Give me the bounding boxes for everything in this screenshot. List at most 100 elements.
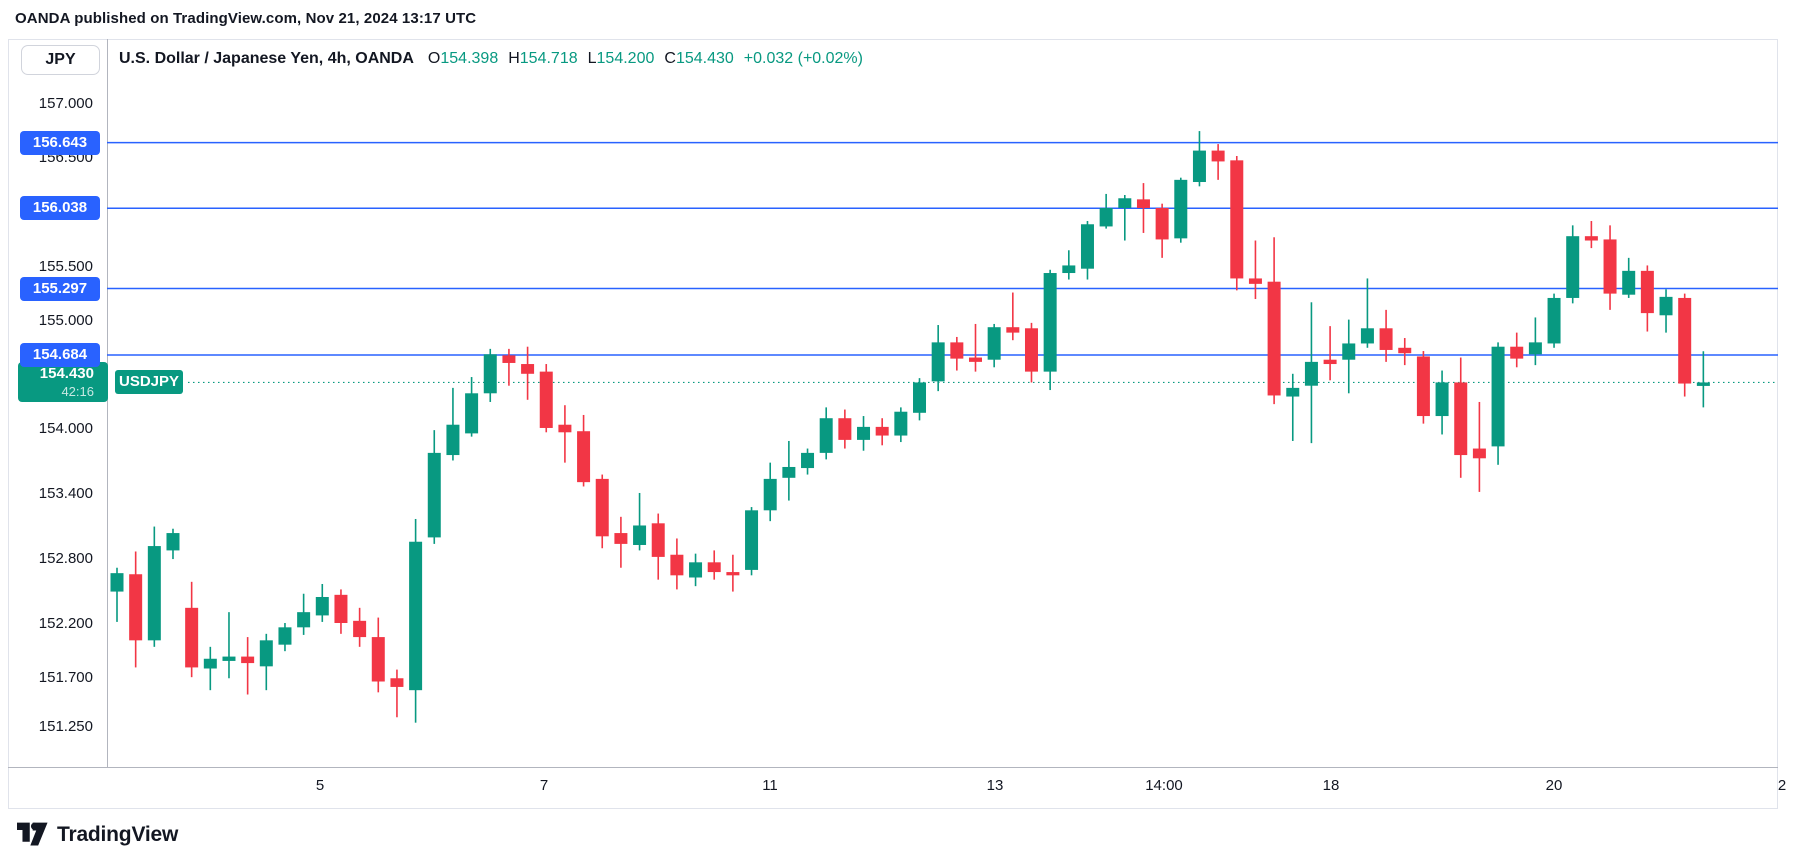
time-axis-separator	[8, 767, 1778, 768]
candle-wick	[564, 405, 566, 463]
candle	[1566, 236, 1580, 298]
candle	[1136, 199, 1150, 209]
attribution-text: OANDA published on TradingView.com, Nov …	[15, 10, 477, 27]
candle	[483, 354, 497, 394]
candle-wick	[396, 669, 398, 718]
candle	[1118, 198, 1132, 209]
candle-wick	[1366, 278, 1369, 348]
candle	[334, 594, 348, 623]
candle	[633, 525, 647, 545]
ohlc-close: C154.430	[664, 50, 734, 67]
candle	[857, 426, 871, 440]
price-axis[interactable]: 157.000 156.500 155.500 155.000 154.000 153.4…	[0, 0, 107, 808]
frame-right	[1777, 39, 1778, 809]
candle	[1510, 346, 1524, 359]
candle	[1622, 270, 1636, 295]
last-price-value: 154.430	[39, 365, 94, 383]
candle	[278, 627, 292, 645]
candle-wick	[116, 567, 118, 622]
tradingview-logo[interactable]: TradingView	[17, 822, 178, 847]
symbol-badge-jpy[interactable]: JPY	[21, 45, 100, 75]
chart-legend: U.S. Dollar / Japanese Yen, 4h, OANDA O1…	[119, 47, 863, 71]
candle	[782, 466, 796, 478]
candle	[539, 371, 553, 428]
usdjpy-line-badge: USDJPY	[115, 370, 183, 395]
candle	[446, 424, 460, 456]
price-tick-label: 155.000	[38, 311, 93, 329]
candle	[670, 554, 684, 576]
candle	[1155, 208, 1169, 240]
candle	[1192, 150, 1206, 183]
candle-wick	[452, 387, 454, 461]
candle	[1267, 281, 1281, 396]
candle	[651, 523, 665, 557]
price-tick-label: 155.500	[38, 257, 93, 275]
candle	[1360, 328, 1374, 344]
candle	[745, 510, 759, 570]
candle	[371, 637, 385, 682]
candle-wick	[246, 637, 249, 695]
candle	[1304, 361, 1318, 386]
candle	[689, 562, 703, 578]
candle	[595, 478, 609, 537]
candle	[166, 533, 180, 551]
time-tick-label: 7	[539, 777, 549, 794]
candle	[1099, 208, 1113, 227]
candle	[129, 574, 143, 641]
candle	[1342, 343, 1356, 360]
candle-wick	[1254, 240, 1257, 300]
candle	[577, 431, 591, 483]
frame-top	[8, 39, 1778, 40]
price-tick-label: 154.000	[38, 420, 93, 438]
candle	[1043, 273, 1057, 372]
candle	[409, 541, 423, 691]
frame-left	[8, 39, 9, 809]
ohlc-change: +0.032 (+0.02%)	[743, 50, 863, 67]
candle-wick	[1478, 401, 1481, 492]
price-tick-label: 153.400	[38, 485, 93, 503]
candle	[931, 342, 945, 382]
level-price-badge: 156.643	[20, 130, 100, 155]
ohlc-high: H154.718	[508, 50, 578, 67]
candle-wick	[1702, 351, 1705, 408]
time-tick-label: 18	[1322, 777, 1340, 794]
candle	[726, 572, 740, 576]
level-price-badge: 155.297	[20, 276, 100, 301]
candle	[1584, 236, 1598, 241]
candle	[241, 656, 255, 664]
candle	[147, 546, 161, 641]
time-axis[interactable]: 5 7 11 13 14:00 18 20 2	[0, 767, 1793, 808]
time-tick-label: 20	[1545, 777, 1563, 794]
candle	[838, 418, 852, 440]
candle	[203, 658, 217, 669]
bar-countdown: 42:16	[61, 384, 94, 400]
candle	[1547, 297, 1561, 344]
level-price-badge: 156.038	[20, 196, 100, 221]
candle-wick	[1291, 373, 1294, 441]
candle	[297, 612, 311, 628]
candle-wick	[508, 348, 510, 386]
candle-wick	[974, 323, 977, 372]
candle	[1248, 278, 1262, 284]
price-tick-label: 151.250	[38, 718, 93, 735]
candle-wick	[1068, 250, 1070, 280]
candle	[1211, 150, 1225, 162]
tradingview-logo-icon	[17, 822, 48, 846]
candle	[1062, 265, 1076, 274]
price-tick-label: 157.000	[38, 95, 93, 112]
candle	[1528, 342, 1542, 355]
tradingview-logo-text: TradingView	[57, 822, 179, 846]
candle	[185, 607, 199, 668]
candle	[1678, 297, 1692, 384]
candle	[894, 411, 908, 436]
candle	[950, 342, 964, 359]
ohlc-open: O154.398	[427, 50, 499, 67]
candle	[390, 678, 404, 687]
candle	[1024, 328, 1038, 372]
candle	[1006, 327, 1020, 333]
candle-wick	[1534, 317, 1537, 366]
candle	[465, 393, 479, 434]
candle	[1379, 328, 1393, 350]
candle	[1435, 382, 1449, 417]
